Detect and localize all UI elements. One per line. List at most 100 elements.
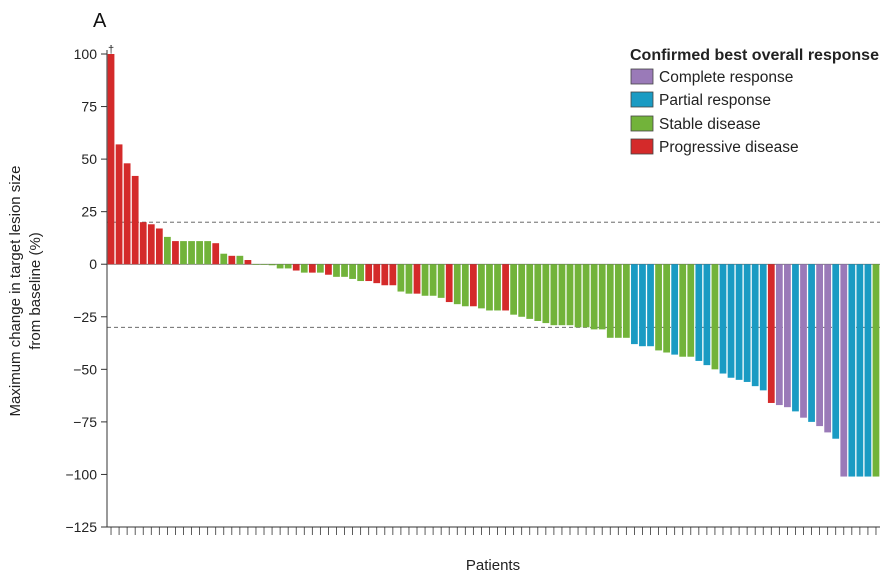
bar-patient-26 <box>308 264 316 273</box>
bar-patient-50 <box>502 264 509 311</box>
bar-patient-96 <box>872 264 880 477</box>
bar-patient-36 <box>389 264 397 286</box>
bar-patient-45 <box>461 264 469 307</box>
bar-patient-87 <box>800 264 807 418</box>
bar-patient-66 <box>631 264 638 345</box>
bar-patient-82 <box>759 264 767 391</box>
y-axis-title-line-1: Maximum change in target lesion size <box>7 166 24 417</box>
legend-label-stable-disease: Stable disease <box>659 116 761 133</box>
bar-patient-13 <box>204 241 212 265</box>
bar-patient-12 <box>196 241 203 265</box>
bar-patient-54 <box>534 264 542 321</box>
panel-label: A <box>93 10 107 32</box>
legend-swatch-partial-response <box>630 91 654 108</box>
bar-patient-29 <box>333 264 340 277</box>
legend-item-partial-response: Partial response <box>630 91 771 109</box>
bar-patient-88 <box>808 264 815 422</box>
bar-patient-39 <box>413 264 421 294</box>
bar-patient-2 <box>115 144 123 265</box>
legend-swatch-progressive-disease <box>630 138 654 155</box>
y-tick-label: −75 <box>73 414 97 430</box>
bar-patient-52 <box>518 264 526 317</box>
bar-patient-77 <box>719 264 727 374</box>
bar-patient-89 <box>816 264 823 427</box>
bar-patient-74 <box>695 264 703 361</box>
bar-patient-16 <box>228 255 236 265</box>
bar-patient-60 <box>582 264 590 328</box>
bar-patient-79 <box>735 264 743 380</box>
bar-patient-91 <box>832 264 840 439</box>
bar-patient-61 <box>590 264 598 330</box>
bar-patient-86 <box>792 264 799 412</box>
bar-patient-22 <box>276 264 284 269</box>
y-axis-title-line-2: from baseline (%) <box>27 232 44 350</box>
bar-patient-49 <box>494 264 501 311</box>
bar-patient-64 <box>614 264 622 338</box>
y-tick-label: −125 <box>65 519 97 535</box>
bar-patient-14 <box>212 243 220 265</box>
legend-item-complete-response: Complete response <box>630 68 793 86</box>
bar-patient-34 <box>373 264 381 284</box>
bar-patient-93 <box>848 264 856 477</box>
bar-patient-83 <box>767 264 775 403</box>
bar-patient-30 <box>341 264 348 277</box>
bar-patient-18 <box>244 260 252 265</box>
bar-patient-68 <box>647 264 654 347</box>
y-tick-label: 100 <box>74 46 98 62</box>
legend-item-stable-disease: Stable disease <box>630 115 761 133</box>
bar-patient-95 <box>864 264 872 477</box>
bar-patient-55 <box>542 264 550 324</box>
bar-patient-11 <box>188 241 195 265</box>
bar-patient-62 <box>598 264 606 330</box>
bar-patient-4 <box>131 175 139 265</box>
bar-patient-44 <box>453 264 461 305</box>
bar-patient-24 <box>292 264 300 271</box>
bar-patient-15 <box>220 253 228 265</box>
bar-patient-63 <box>606 264 614 338</box>
bar-patient-23 <box>284 264 292 269</box>
bar-patient-43 <box>445 264 453 303</box>
y-tick-label: −25 <box>73 309 97 325</box>
bar-patient-85 <box>784 264 791 408</box>
bar-patient-37 <box>397 264 405 292</box>
bar-patient-94 <box>856 264 864 477</box>
bar-patient-90 <box>824 264 832 433</box>
bar-patient-58 <box>566 264 574 326</box>
bar-patient-46 <box>469 264 477 307</box>
bar-patient-25 <box>300 264 308 273</box>
bar-patient-32 <box>357 264 365 282</box>
bar-patient-78 <box>727 264 735 378</box>
bar-patient-53 <box>526 264 534 319</box>
bar-patient-1 <box>107 54 115 265</box>
bar-patient-57 <box>558 264 566 326</box>
bar-patient-8 <box>164 236 171 265</box>
bar-patient-51 <box>510 264 518 315</box>
bar-patient-81 <box>751 264 759 387</box>
bar-patient-5 <box>139 222 147 265</box>
bar-patient-92 <box>840 264 848 477</box>
dagger-marker: † <box>108 44 114 56</box>
bar-patient-7 <box>155 228 163 265</box>
bar-patient-6 <box>147 224 155 265</box>
bar-patient-80 <box>743 264 751 382</box>
bar-patient-65 <box>622 264 630 338</box>
y-tick-label: 0 <box>89 256 97 272</box>
bar-patient-40 <box>421 264 429 296</box>
bar-patient-67 <box>639 264 646 347</box>
bar-patient-56 <box>550 264 558 326</box>
legend-label-complete-response: Complete response <box>659 69 793 86</box>
legend: Confirmed best overall response Complete… <box>630 47 879 156</box>
bar-patient-31 <box>349 264 356 279</box>
bar-patient-73 <box>687 264 695 357</box>
legend-label-progressive-disease: Progressive disease <box>659 139 799 156</box>
bar-patient-3 <box>123 163 131 265</box>
y-axis: 100 75 50 25 0 −25 −50 −75 −100 −125 <box>65 46 108 535</box>
y-tick-label: 25 <box>81 204 97 220</box>
bar-patient-21 <box>268 264 276 266</box>
legend-swatch-stable-disease <box>630 115 654 132</box>
legend-item-progressive-disease: Progressive disease <box>630 138 799 156</box>
bar-patient-33 <box>365 264 373 282</box>
x-axis-title: Patients <box>466 557 520 574</box>
bar-patient-35 <box>381 264 389 286</box>
bar-patient-20 <box>260 264 268 265</box>
